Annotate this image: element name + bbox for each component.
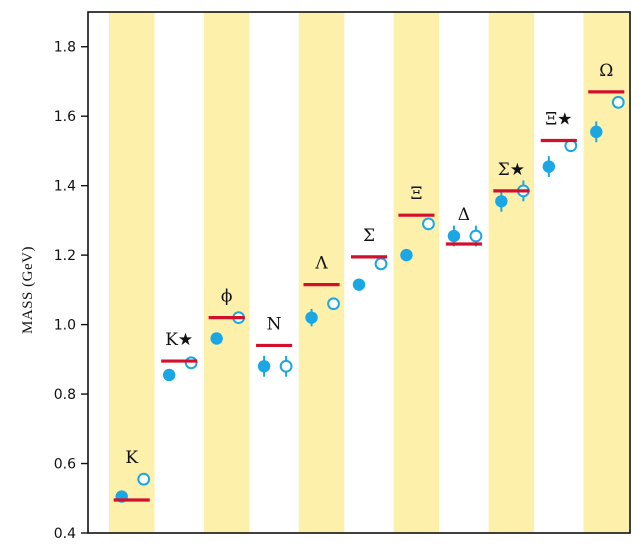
- measured-point: [162, 368, 176, 382]
- plot-frame: [87, 11, 631, 534]
- measured-point: [542, 160, 556, 173]
- category-labels: K K★ ϕ N Λ Σ Ξ Δ Σ★ Ξ★ Ω: [125, 61, 613, 468]
- measured-point: [447, 229, 461, 243]
- y-tick-label: 0.8: [54, 387, 76, 403]
- calculated-point: [469, 229, 483, 243]
- category-label: Σ★: [498, 160, 525, 180]
- calculated-point: [137, 472, 151, 486]
- category-band: [393, 12, 440, 533]
- category-label: Λ: [314, 254, 328, 274]
- y-tick-label: 0.6: [54, 457, 76, 473]
- category-label: N: [267, 314, 282, 334]
- category-band: [298, 12, 345, 533]
- category-band: [583, 12, 630, 533]
- calculated-point: [611, 95, 625, 109]
- category-label: Σ: [363, 226, 375, 246]
- category-bands: [108, 12, 630, 533]
- calculated-point: [327, 297, 340, 311]
- calculated-point: [422, 217, 435, 231]
- data-marks: [113, 90, 625, 503]
- measured-point: [400, 248, 413, 262]
- category-band: [108, 12, 155, 533]
- axes: 0.4 0.6 0.8 1.0 1.2 1.4 1.6 1.8: [54, 11, 631, 542]
- category-label: K: [125, 448, 138, 468]
- measured-point: [352, 278, 366, 291]
- measured-point: [590, 125, 603, 139]
- measured-point: [210, 332, 223, 345]
- y-tick-label: 0.4: [54, 526, 76, 542]
- category-label: Ω: [599, 61, 613, 81]
- calculated-point: [279, 359, 293, 373]
- y-tick-label: 1.4: [54, 179, 76, 195]
- category-label: ϕ: [221, 287, 233, 307]
- category-label: Ξ: [410, 184, 422, 204]
- category-label: K★: [165, 330, 193, 350]
- measured-point: [305, 311, 318, 324]
- category-label: Ξ★: [545, 110, 572, 130]
- y-tick-label: 1.0: [54, 318, 76, 334]
- y-tick-label: 1.8: [54, 40, 76, 56]
- category-label: Δ: [458, 205, 470, 225]
- calculated-point: [184, 356, 198, 370]
- calculated-point: [374, 257, 388, 271]
- y-tick-label: 1.6: [54, 109, 76, 125]
- measured-point: [257, 360, 271, 373]
- y-tick-label: 1.2: [54, 248, 76, 264]
- y-axis-label: MASS (GeV): [20, 246, 36, 334]
- category-band: [488, 12, 535, 533]
- category-band: [203, 12, 250, 533]
- measured-point: [495, 195, 508, 208]
